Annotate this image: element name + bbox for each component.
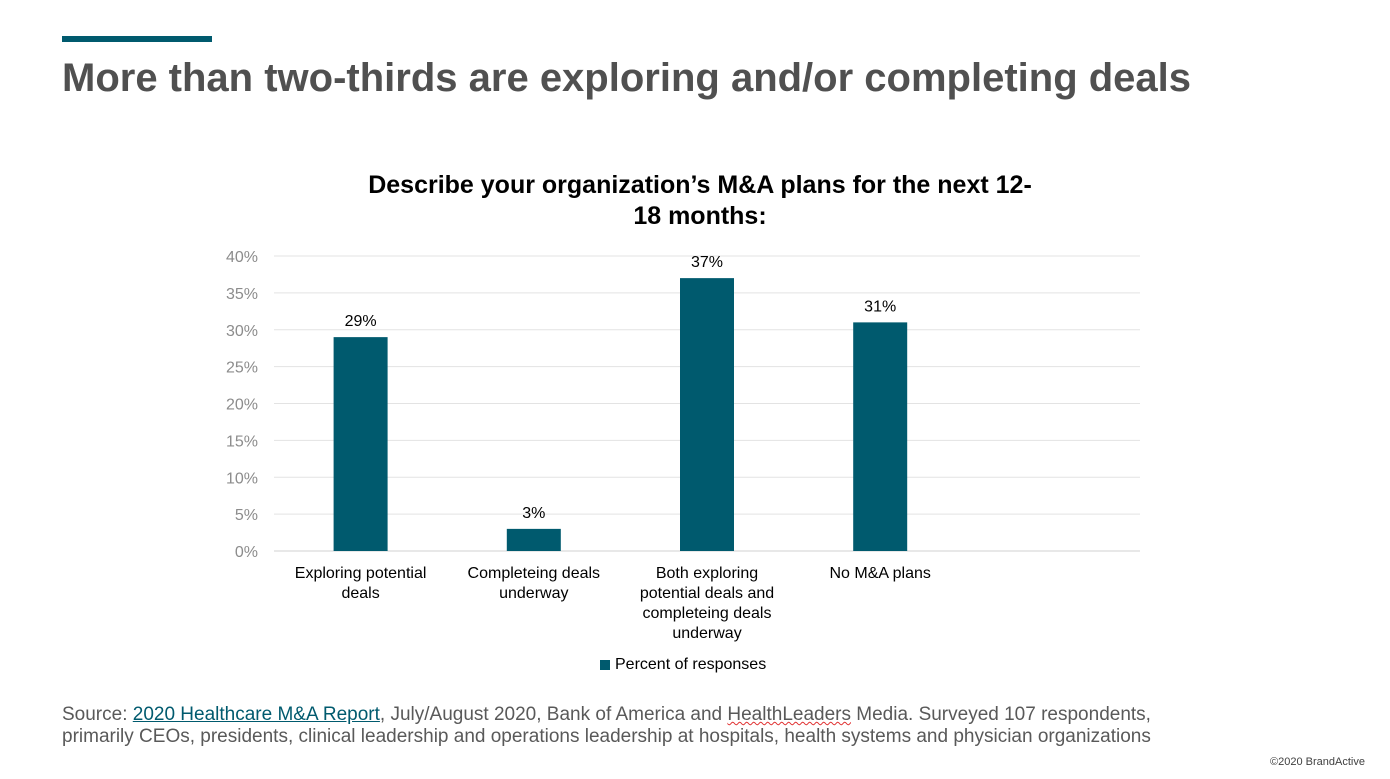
chart-title-line-1: Describe your organization’s M&A plans f… [368, 171, 1032, 199]
source-mid: , July/August 2020, Bank of America and [379, 704, 728, 725]
chart-title-line-2: 18 months: [633, 202, 767, 230]
y-tick-label: 30% [226, 323, 258, 340]
x-tick-label: completeing deals [643, 605, 772, 622]
y-tick-label: 10% [226, 470, 258, 487]
y-tick-label: 40% [226, 249, 258, 266]
source-note: Source: 2020 Healthcare M&A Report, July… [62, 704, 1151, 748]
source-report-link[interactable]: 2020 Healthcare M&A Report [132, 704, 380, 725]
x-tick-label: potential deals and [640, 585, 774, 602]
title-accent-bar [62, 36, 212, 42]
copyright: ©2020 BrandActive [1270, 756, 1365, 768]
x-tick-label: Completeing deals [468, 565, 601, 582]
x-tick-label: underway [499, 585, 568, 602]
source-prefix: Source: [62, 704, 133, 725]
y-tick-label: 20% [226, 397, 258, 414]
y-tick-label: 25% [226, 360, 258, 377]
bar [506, 528, 561, 551]
bar [853, 322, 908, 551]
chart-title: Describe your organization’s M&A plans f… [300, 170, 1100, 232]
source-line-2: primarily CEOs, presidents, clinical lea… [62, 726, 1151, 747]
data-label: 3% [522, 505, 545, 522]
slide-title: More than two-thirds are exploring and/o… [62, 56, 1192, 100]
x-tick-label: No M&A plans [830, 565, 931, 582]
data-label: 31% [864, 298, 896, 315]
source-flagged-word: HealthLeaders [727, 704, 851, 725]
x-tick-label: Both exploring [656, 565, 758, 582]
x-tick-label: Exploring potential [295, 565, 427, 582]
bar [333, 337, 388, 551]
bar [680, 278, 734, 551]
chart-legend: Percent of responses [600, 656, 766, 674]
legend-label: Percent of responses [615, 656, 767, 673]
y-tick-label: 35% [226, 286, 258, 303]
y-tick-label: 0% [235, 544, 258, 561]
source-rest: Media. Surveyed 107 respondents, [850, 704, 1151, 725]
bar-chart: 0% 5% 10% 15% 20% 25% 30% 35% 40% 29% Exploring po… [226, 249, 1140, 642]
data-label: 29% [345, 313, 377, 330]
legend-swatch [600, 660, 610, 670]
y-tick-label: 5% [235, 507, 258, 524]
data-label: 37% [691, 254, 723, 271]
y-tick-label: 15% [226, 433, 258, 450]
x-tick-label: deals [341, 585, 379, 602]
x-tick-label: underway [672, 625, 741, 642]
